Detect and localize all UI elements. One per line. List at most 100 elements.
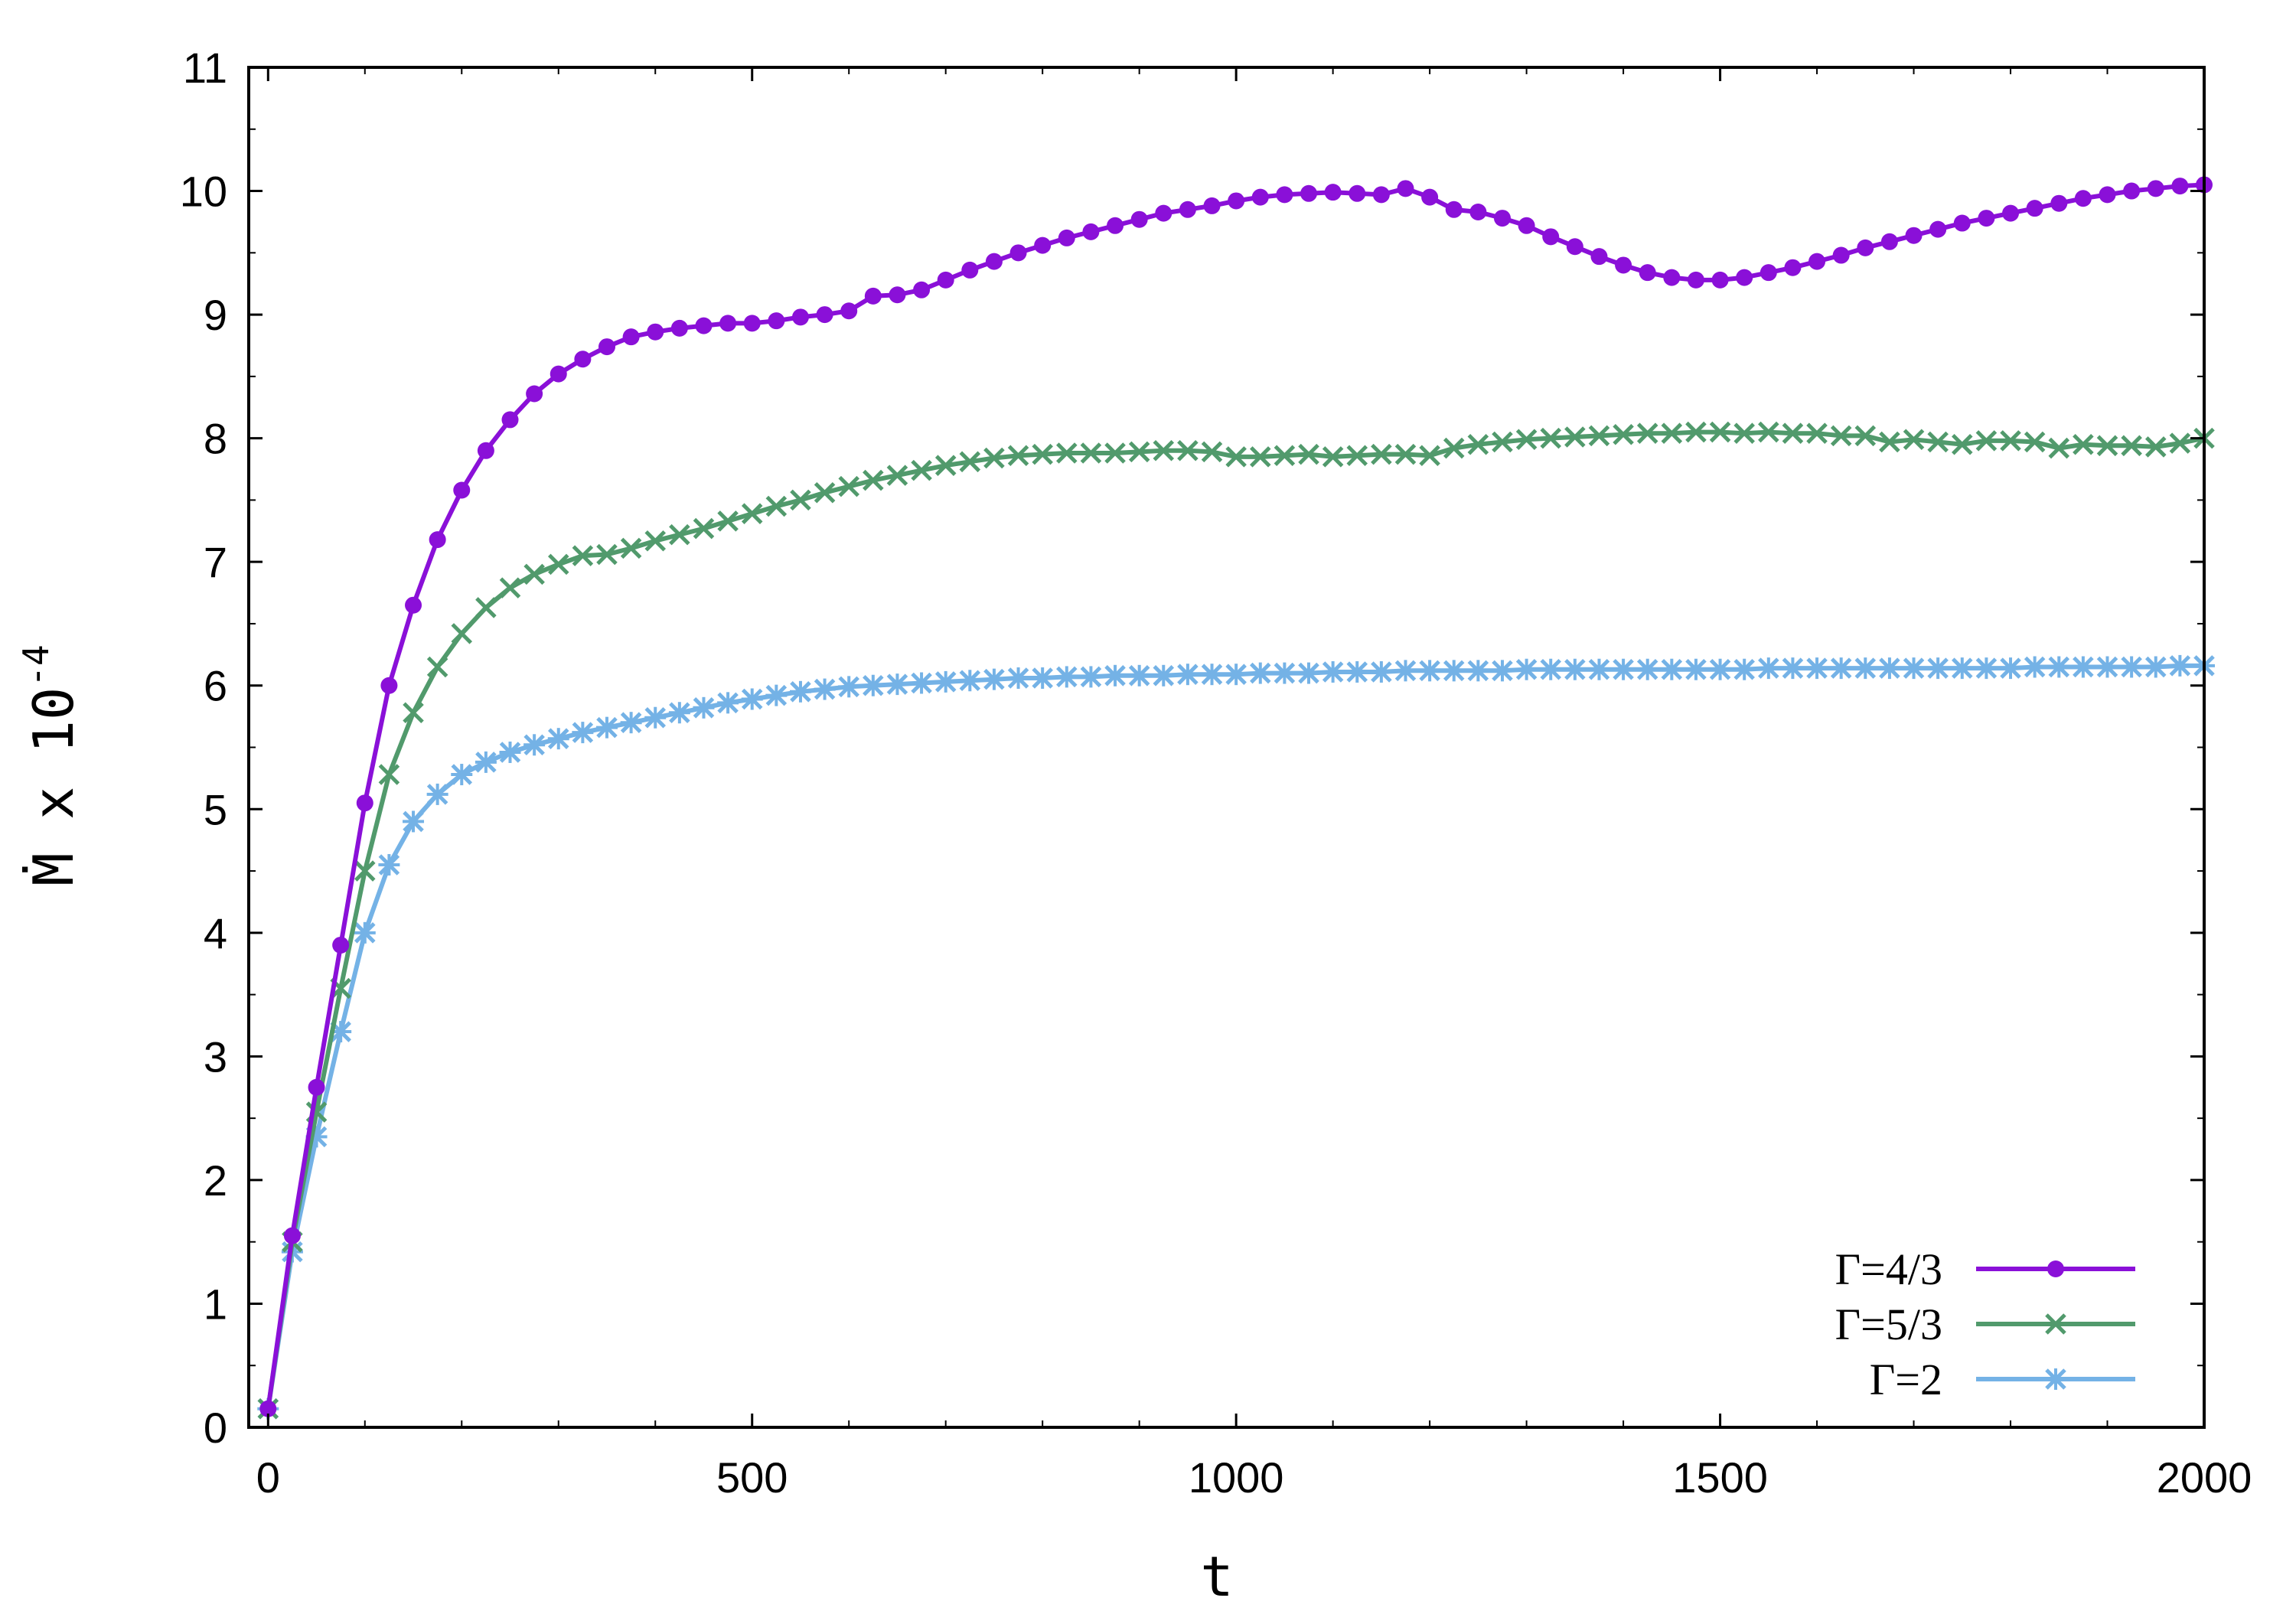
data-point [1684,658,1707,680]
data-point [1250,446,1271,468]
data-point [1443,660,1465,682]
data-point [1857,239,1874,256]
data-point [1177,440,1199,461]
data-point [283,1227,301,1244]
data-point [429,531,446,549]
data-point [501,411,519,429]
data-point [1830,657,1852,680]
data-point [864,287,882,305]
data-point [1034,236,1052,254]
data-point [2002,204,2020,222]
data-point [1056,442,1078,464]
data-point [959,451,981,473]
data-point [2024,656,2046,678]
data-point [983,668,1005,690]
data-point [547,553,569,576]
data-point [380,677,398,694]
data-point [768,312,785,330]
y-tick-label: 4 [204,909,227,957]
data-point [1975,657,1998,680]
y-axis-title-exponent: -4 [15,644,57,686]
data-point [1978,210,1995,227]
y-tick-label: 2 [204,1156,227,1205]
data-point [403,810,425,833]
data-point [596,543,618,566]
y-tick-label: 0 [204,1404,227,1452]
data-point [1685,421,1707,443]
data-point [2000,657,2022,680]
data-point [378,853,400,876]
data-point [1661,658,1683,680]
data-point [789,680,811,703]
data-point [1322,446,1344,468]
data-point [1300,184,1318,202]
data-point [2147,180,2164,197]
data-point [574,351,592,368]
data-point [1443,437,1465,459]
data-point [1419,445,1440,467]
data-point [1953,214,1971,232]
data-point [354,860,376,882]
data-point [1518,217,1535,234]
data-point [1636,422,1658,444]
data-point [1588,658,1610,680]
axis-ticks: 0 1 2 3 4 5 6 7 8 9 10 11 0 500 1000 1500 2000 [180,44,2252,1502]
data-point [1346,445,1368,467]
data-point [378,764,400,785]
data-point [886,673,908,696]
data-point [1493,210,1511,227]
data-point [934,670,957,693]
legend-item: Γ=5/3 [1835,1300,2135,1349]
data-point [2074,190,2092,207]
data-point [1107,217,1124,234]
data-point [644,706,667,729]
data-point [1322,660,1344,683]
data-point [814,678,836,700]
y-tick-label: 11 [183,44,227,92]
data-point [1733,422,1755,444]
legend-label: Γ=2 [1870,1355,1942,1404]
data-point [1782,657,1804,680]
data-point [840,302,858,320]
data-point [1613,658,1635,680]
data-point [1491,660,1513,682]
data-point [1467,433,1489,455]
data-point [1007,445,1029,467]
data-point [2026,200,2043,217]
data-point [1615,256,1632,274]
data-point [791,308,809,326]
legend-label: Γ=4/3 [1835,1244,1942,1294]
data-point [1515,658,1538,680]
data-point [523,563,545,585]
data-point [1806,422,1828,444]
data-point [1636,658,1658,680]
data-point [1540,658,1562,680]
data-point [2099,186,2116,204]
data-point [1080,666,1102,688]
data-point [1082,223,1100,240]
series-2 [257,421,2215,1420]
data-point [523,734,546,756]
data-point [2048,656,2070,678]
legend-swatch-marker [2045,1313,2066,1335]
data-point [595,716,618,739]
data-point [1009,244,1027,262]
data-point [1080,442,1102,464]
data-point [838,676,860,698]
data-point [1540,427,1561,449]
data-point [1927,431,1949,453]
data-point [2121,656,2143,678]
data-point [1564,426,1586,448]
data-point [937,271,954,289]
data-point [2072,656,2094,678]
data-point [1903,657,1925,680]
data-point [354,921,376,944]
data-point [1760,264,1777,282]
x-tick-label: 1500 [1672,1453,1768,1502]
data-point [2123,182,2141,200]
data-point [1179,201,1196,218]
data-point [741,503,763,524]
series-1 [259,176,2213,1417]
data-point [1588,425,1610,447]
